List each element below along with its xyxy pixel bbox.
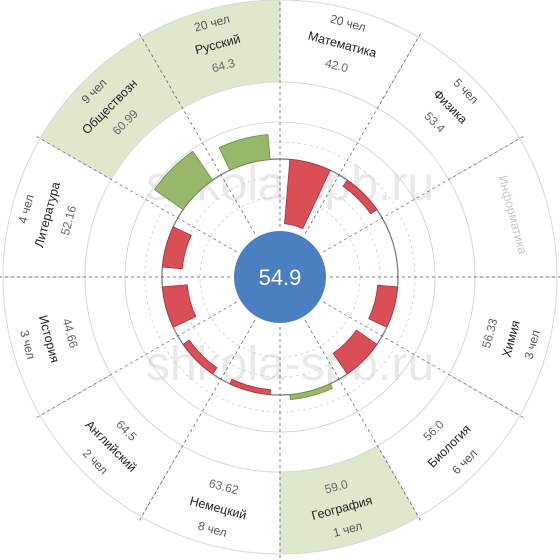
center-value: 54.9 [259, 265, 302, 290]
deviation-bar-below [182, 339, 218, 375]
deviation-bar-above [289, 383, 333, 401]
deviation-bar-below [284, 158, 331, 230]
deviation-bar-above [218, 134, 271, 171]
deviation-bars [153, 134, 399, 401]
sector-divider [139, 33, 256, 234]
deviation-bar-below [342, 179, 378, 215]
deviation-bar-below [229, 378, 271, 396]
sector-divider [36, 136, 237, 253]
deviation-bar-below [161, 226, 192, 270]
sector-divider [304, 33, 421, 234]
sector-divider [139, 320, 256, 521]
sector-divider [36, 301, 237, 418]
sector-divider [323, 301, 524, 418]
sector-divider [304, 320, 421, 521]
sector-score: 64.3 [210, 56, 236, 76]
deviation-bar-above [153, 150, 214, 211]
center-value-circle [234, 231, 326, 323]
deviation-bar-below [161, 284, 197, 328]
deviation-bar-below [368, 284, 399, 328]
sector-score: 42.0 [324, 56, 350, 76]
sector-score: 59.0 [323, 477, 349, 497]
sector-divider [323, 136, 524, 253]
deviation-bar-below [332, 329, 378, 375]
